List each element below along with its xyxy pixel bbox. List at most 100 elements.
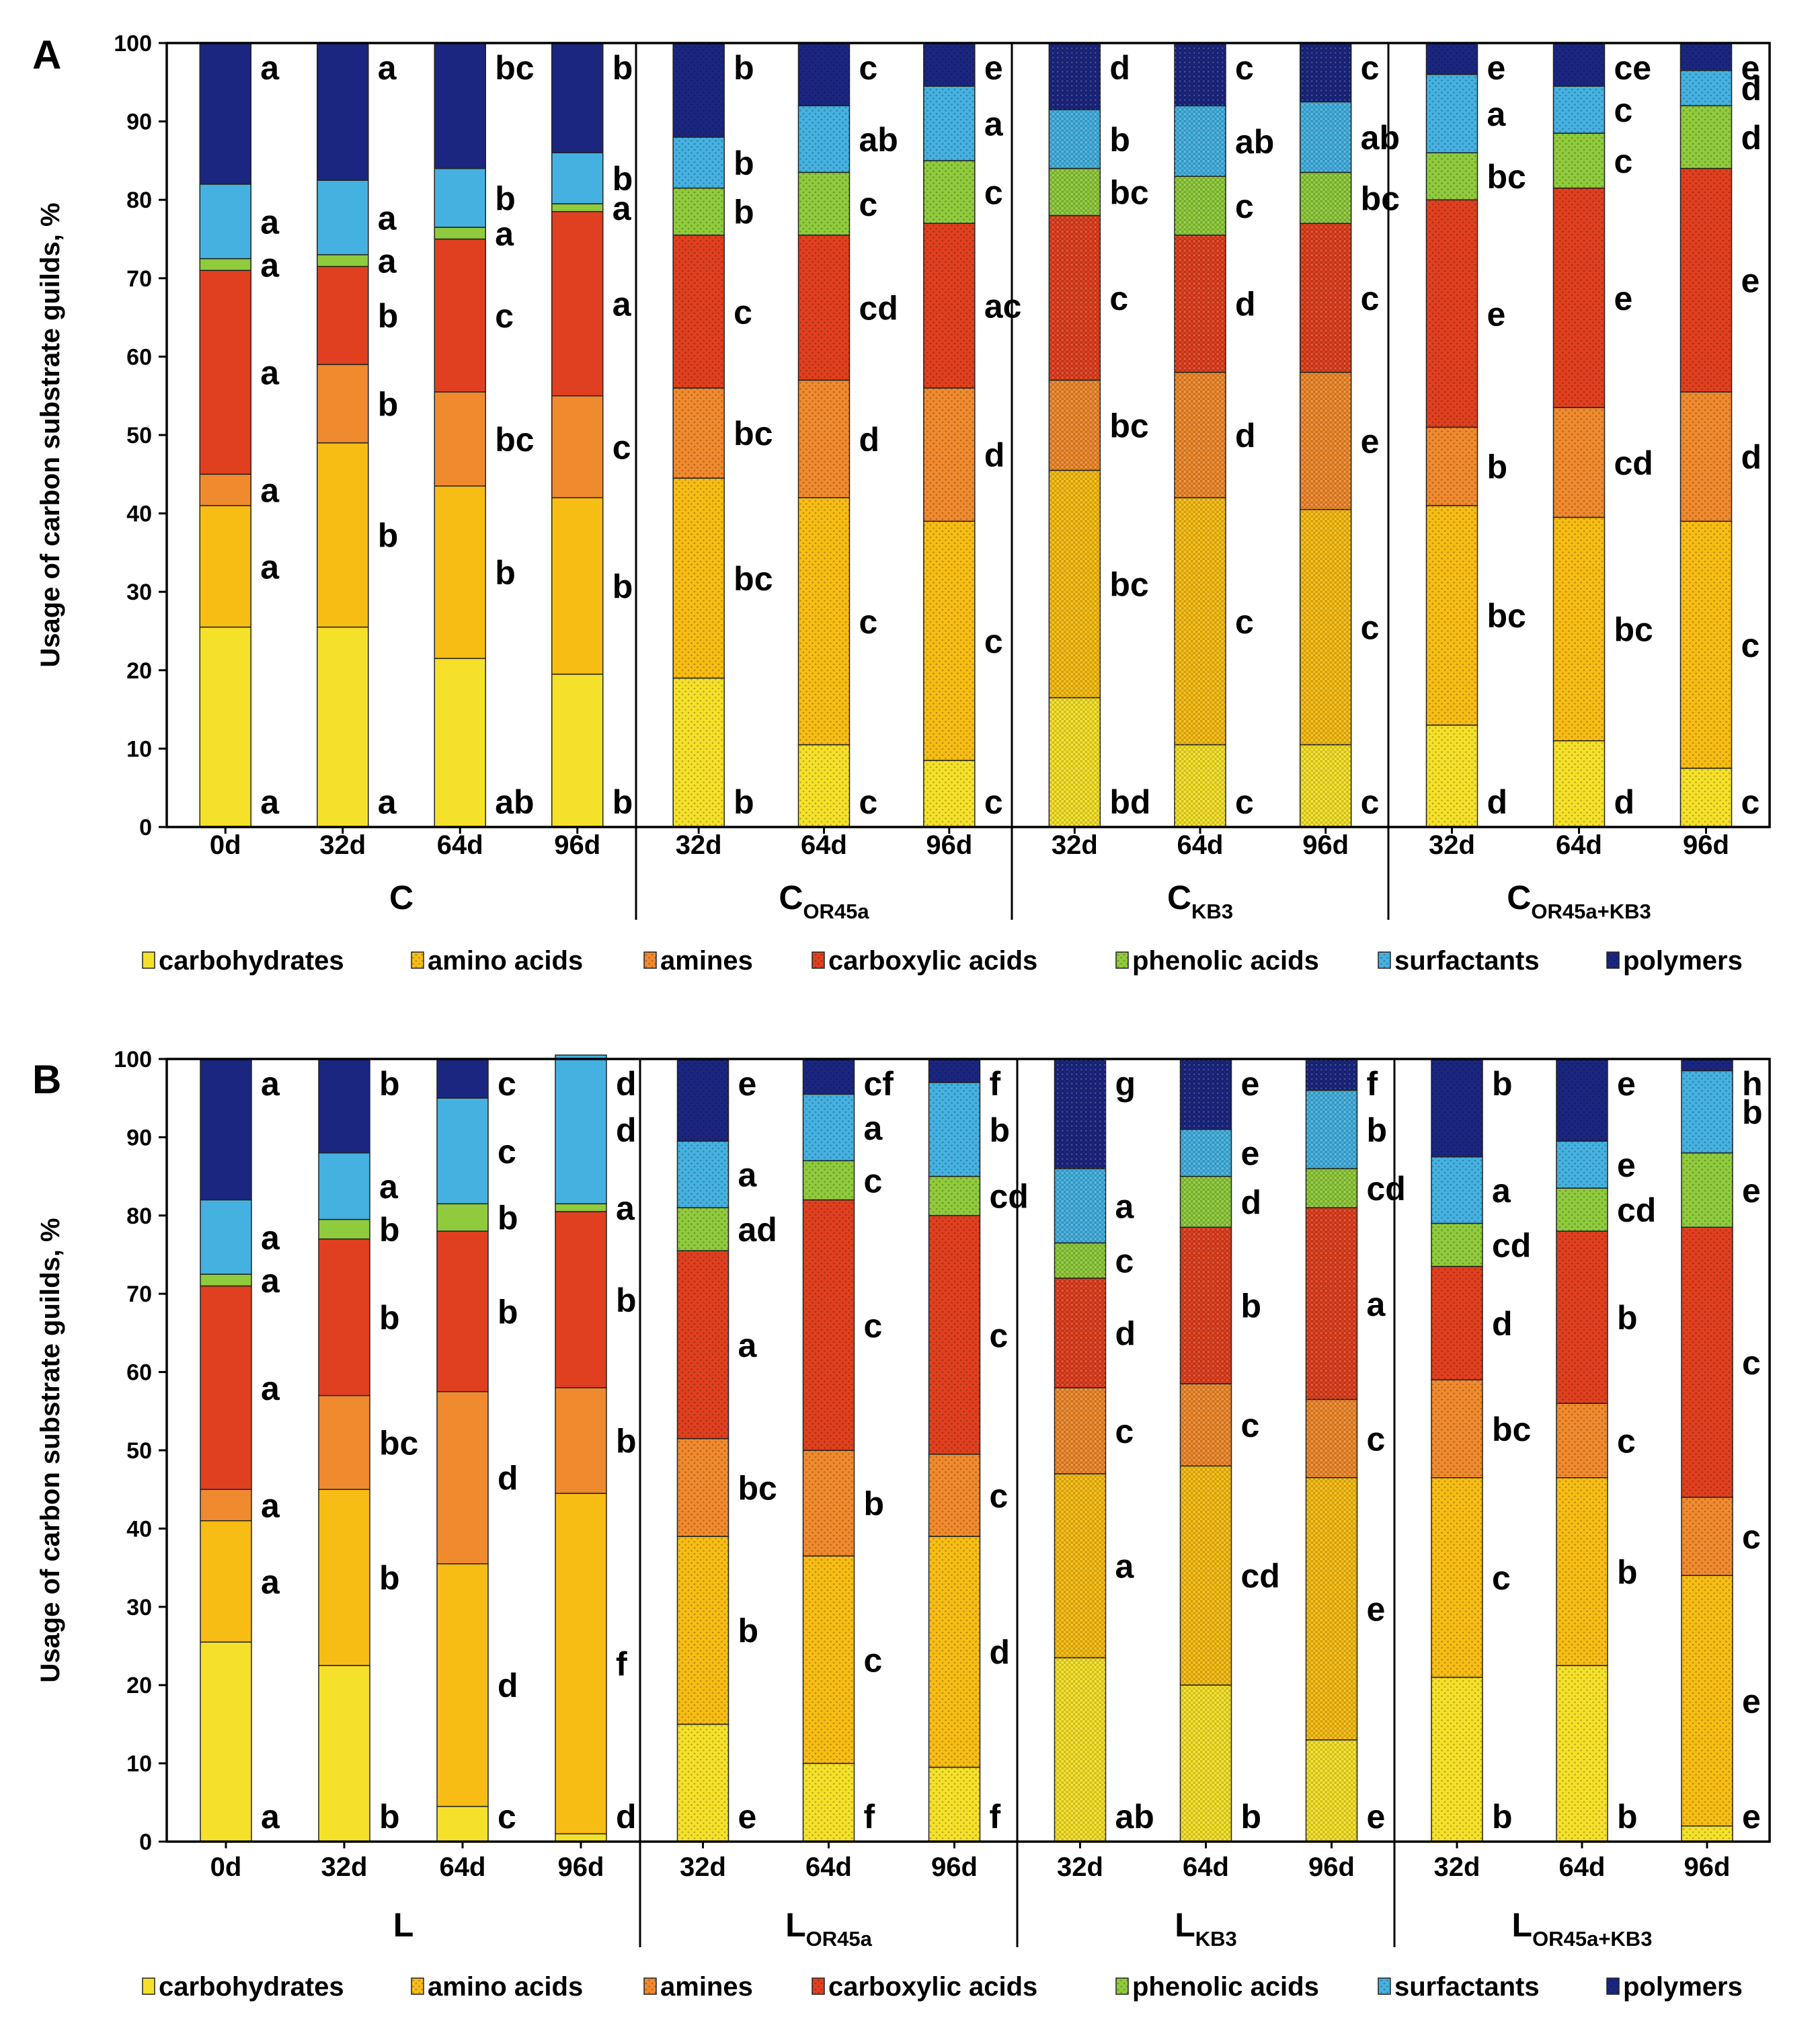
bar-segment-texture xyxy=(803,1450,855,1557)
bar-segment-carbohydrates xyxy=(200,1641,252,1842)
significance-label: b xyxy=(990,1111,1011,1149)
significance-label: d xyxy=(1614,783,1635,821)
bar-segment-amino-acids xyxy=(436,1563,489,1807)
significance-label: cd xyxy=(1617,1191,1656,1229)
group-label: CKB3 xyxy=(1167,879,1233,923)
bar-segment-texture xyxy=(1300,509,1351,745)
bar-segment-texture xyxy=(798,43,850,106)
bar-segment-amines xyxy=(200,1489,252,1522)
x-tick-label: 32d xyxy=(676,830,722,860)
bar-segment-texture xyxy=(1553,133,1605,188)
legend-label: polymers xyxy=(1623,946,1743,976)
legend-label: polymers xyxy=(1623,1972,1743,2002)
bar-segment-polymers xyxy=(551,42,604,153)
bar-segment-texture xyxy=(677,1059,729,1142)
bar-segment-texture xyxy=(1306,1168,1357,1208)
legend-label: phenolic acids xyxy=(1132,1972,1319,2002)
x-tick-label: 96d xyxy=(1302,830,1349,860)
significance-label: d xyxy=(1241,1183,1262,1221)
significance-label: b xyxy=(495,180,516,217)
bar-segment-texture xyxy=(677,1536,729,1725)
x-tick-label: 64d xyxy=(437,830,483,860)
x-tick-label: 32d xyxy=(1434,1852,1480,1882)
bar-segment-texture xyxy=(1054,1278,1106,1388)
bar-segment-texture xyxy=(1054,1168,1106,1243)
significance-label: e xyxy=(1367,1591,1386,1628)
bar-segment-carboxylic-acids xyxy=(434,238,486,393)
bar-segment-amines xyxy=(199,473,251,506)
bar-segment-amines xyxy=(318,1394,370,1490)
bar-segment-texture xyxy=(1426,74,1478,153)
bar-segment-texture xyxy=(1553,740,1605,827)
bar-segment-texture xyxy=(928,1536,980,1768)
bar-segment-texture xyxy=(1054,1473,1106,1658)
significance-label: c xyxy=(859,186,878,223)
significance-label: d xyxy=(1115,1314,1136,1352)
significance-label: c xyxy=(864,1641,883,1679)
significance-label: bc xyxy=(1487,158,1526,196)
bar-segment-texture xyxy=(1682,1227,1733,1497)
significance-label: d xyxy=(616,1065,637,1103)
bar-segment-texture xyxy=(1180,1059,1232,1130)
y-tick-label: 60 xyxy=(126,1360,152,1386)
significance-label: a xyxy=(260,548,280,586)
legend-swatch-texture xyxy=(644,952,656,968)
bar-segment-carboxylic-acids xyxy=(318,1238,370,1397)
x-tick-label: 64d xyxy=(1559,1852,1606,1882)
bar-segment-texture xyxy=(1049,380,1101,471)
bar-segment-amines xyxy=(434,391,486,487)
significance-label: a xyxy=(261,1065,280,1103)
group-label: COR45a+KB3 xyxy=(1507,879,1651,923)
bar-segment-carbohydrates xyxy=(318,1665,370,1842)
bar-segment-texture xyxy=(1553,517,1605,741)
bar-segment-texture xyxy=(1682,1059,1733,1071)
significance-label: e xyxy=(1361,423,1380,461)
bar-segment-texture xyxy=(1180,1176,1232,1228)
bar-segment-carbohydrates xyxy=(199,626,251,828)
bar-segment-texture xyxy=(923,86,975,161)
bar-segment-texture xyxy=(1682,1825,1733,1842)
bar-segment-texture xyxy=(928,1215,980,1454)
significance-label: cf xyxy=(864,1065,894,1103)
significance-label: a xyxy=(261,1563,280,1601)
significance-label: c xyxy=(1235,783,1254,821)
bar-segment-texture xyxy=(1306,1739,1357,1842)
bar-segment-texture xyxy=(1175,372,1226,498)
bar-segment-phenolic-acids xyxy=(318,1218,370,1240)
bar-segment-carbohydrates xyxy=(551,673,604,828)
significance-label: d xyxy=(1492,1305,1513,1343)
y-tick-label: 10 xyxy=(126,1752,152,1777)
bar-segment-texture xyxy=(803,1094,855,1161)
significance-label: bd xyxy=(1109,783,1150,821)
bar-segment-phenolic-acids xyxy=(317,254,369,268)
legend-swatch-texture xyxy=(1378,1978,1390,1994)
significance-label: b xyxy=(612,49,633,87)
significance-label: c xyxy=(1115,1243,1134,1280)
bar-segment-amino-acids xyxy=(555,1493,607,1835)
bar-segment-texture xyxy=(798,498,850,745)
x-tick-label: 32d xyxy=(321,1852,368,1882)
y-tick-label: 10 xyxy=(126,736,152,762)
significance-label: e xyxy=(1617,1065,1636,1103)
legend-swatch-texture xyxy=(644,1978,656,1994)
bar-segment-polymers xyxy=(434,42,486,169)
bar-segment-texture xyxy=(1426,505,1478,725)
legend-label: amino acids xyxy=(428,1972,583,2002)
bar-segment-surfactants xyxy=(555,1054,607,1205)
significance-label: bc xyxy=(1109,407,1148,444)
bar-segment-texture xyxy=(677,1141,729,1208)
significance-label: bc xyxy=(738,1469,777,1507)
bar-segment-texture xyxy=(1306,1399,1357,1478)
bar-segment-texture xyxy=(1180,1466,1232,1686)
bar-segment-polymers xyxy=(200,1058,252,1201)
bar-segment-texture xyxy=(923,160,975,224)
y-tick-label: 20 xyxy=(126,1673,152,1698)
significance-label: a xyxy=(984,106,1004,143)
bar-segment-surfactants xyxy=(317,180,369,256)
significance-label: ab xyxy=(859,121,898,159)
y-axis-label: Usage of carbon substrate guilds, % xyxy=(36,202,65,667)
bar-segment-texture xyxy=(1431,1380,1483,1478)
bar-segment-texture xyxy=(1180,1129,1232,1177)
significance-label: b xyxy=(1367,1111,1388,1149)
significance-label: b xyxy=(1109,121,1130,159)
